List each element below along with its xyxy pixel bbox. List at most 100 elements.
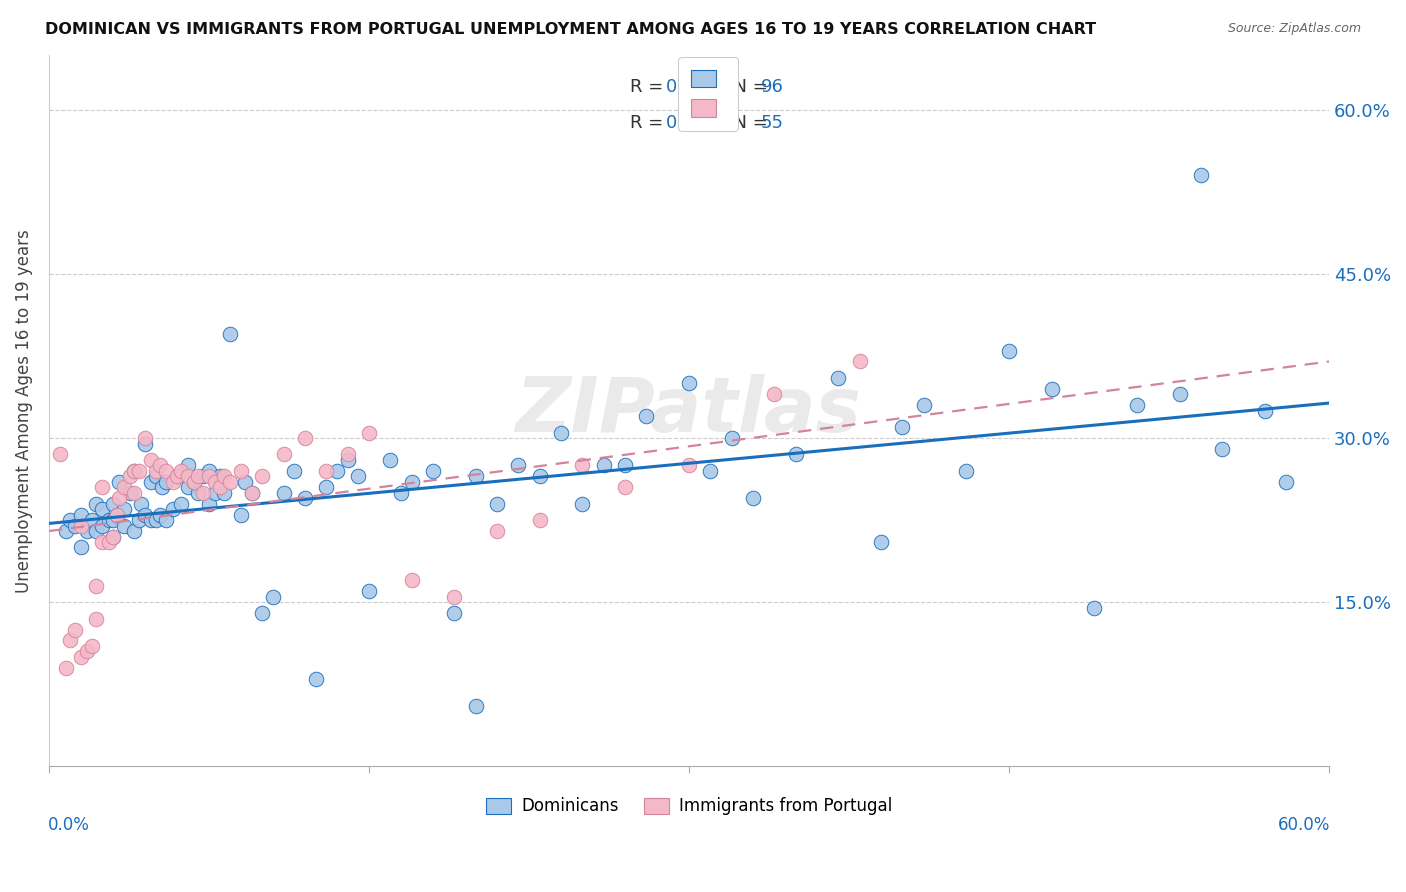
Text: R =: R = [630,113,669,132]
Point [571,497,593,511]
Point [212,485,235,500]
Point [1189,169,1212,183]
Point [118,469,141,483]
Text: N =: N = [723,113,773,132]
Point [198,464,221,478]
Point [59,633,82,648]
Point [112,480,135,494]
Text: R =: R = [630,78,669,96]
Point [70,541,93,555]
Point [124,464,146,478]
Point [401,475,423,489]
Point [208,469,231,483]
Point [84,612,107,626]
Text: 60.0%: 60.0% [1278,816,1330,834]
Point [305,672,328,686]
Point [294,491,316,506]
Text: Source: ZipAtlas.com: Source: ZipAtlas.com [1227,22,1361,36]
Point [141,453,163,467]
Point [208,480,231,494]
Point [998,343,1021,358]
Point [129,497,152,511]
Point [91,480,114,494]
Text: 55: 55 [761,113,783,132]
Point [326,464,349,478]
Point [614,480,637,494]
Point [97,535,120,549]
Point [198,497,221,511]
Point [105,508,128,522]
Point [191,469,214,483]
Point [827,371,849,385]
Point [145,464,167,478]
Point [112,502,135,516]
Point [955,464,977,478]
Point [443,590,465,604]
Point [464,469,486,483]
Point [80,513,103,527]
Point [183,475,205,489]
Point [336,448,359,462]
Point [614,458,637,473]
Text: ZIPatlas: ZIPatlas [516,374,862,448]
Text: 0.175: 0.175 [666,113,717,132]
Point [118,485,141,500]
Point [252,469,274,483]
Point [550,425,572,440]
Point [212,469,235,483]
Point [315,464,337,478]
Point [1168,387,1191,401]
Point [1040,382,1063,396]
Text: DOMINICAN VS IMMIGRANTS FROM PORTUGAL UNEMPLOYMENT AMONG AGES 16 TO 19 YEARS COR: DOMINICAN VS IMMIGRANTS FROM PORTUGAL UN… [45,22,1097,37]
Point [141,513,163,527]
Point [699,464,721,478]
Point [48,448,70,462]
Point [529,469,551,483]
Point [912,398,935,412]
Point [315,480,337,494]
Point [63,518,86,533]
Point [508,458,530,473]
Point [273,448,295,462]
Text: 0.0%: 0.0% [48,816,90,834]
Point [763,387,786,401]
Point [55,661,77,675]
Point [176,458,198,473]
Point [91,518,114,533]
Point [124,464,146,478]
Point [101,530,124,544]
Point [101,530,124,544]
Point [84,579,107,593]
Point [155,464,177,478]
Point [848,354,870,368]
Point [166,469,188,483]
Point [84,524,107,538]
Point [91,535,114,549]
Point [1211,442,1233,456]
Point [166,469,188,483]
Point [187,469,209,483]
Point [198,469,221,483]
Point [252,606,274,620]
Point [785,448,807,462]
Point [162,475,184,489]
Point [145,469,167,483]
Point [101,497,124,511]
Point [636,409,658,424]
Point [59,513,82,527]
Point [485,524,508,538]
Point [336,453,359,467]
Point [76,524,98,538]
Point [134,436,156,450]
Point [485,497,508,511]
Point [891,420,914,434]
Point [170,464,193,478]
Point [134,508,156,522]
Point [219,475,242,489]
Point [105,508,128,522]
Point [1254,403,1277,417]
Point [128,464,150,478]
Point [240,485,263,500]
Point [571,458,593,473]
Point [283,464,305,478]
